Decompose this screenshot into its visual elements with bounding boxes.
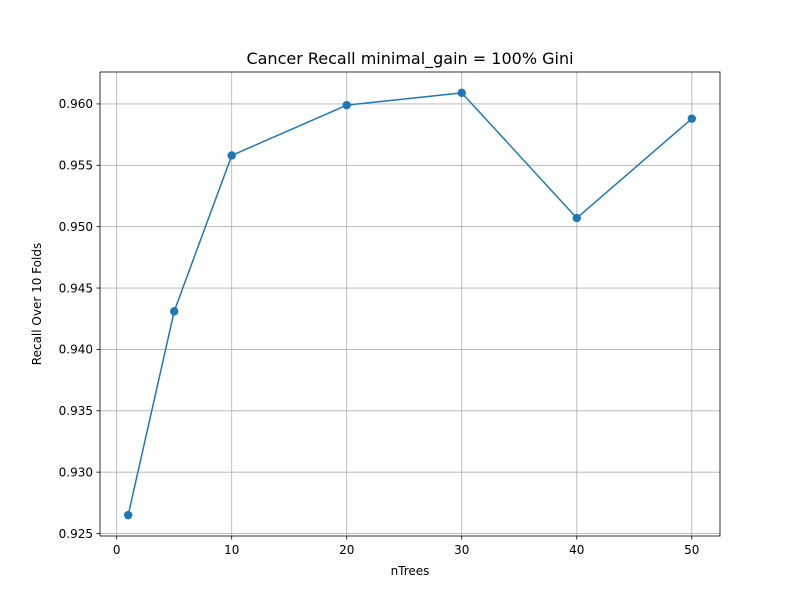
y-tick-label: 0.930	[59, 465, 93, 479]
x-axis-label: nTrees	[391, 564, 430, 578]
x-tick-label: 50	[684, 543, 699, 557]
y-tick-label: 0.935	[59, 404, 93, 418]
data-point	[227, 151, 236, 160]
x-tick-label: 30	[454, 543, 469, 557]
y-tick-label: 0.950	[59, 220, 93, 234]
y-tick-label: 0.960	[59, 97, 93, 111]
y-tick-label: 0.955	[59, 159, 93, 173]
data-point	[342, 100, 351, 110]
axis-ticks: 0 10 20 30 40 50 0.925 0.930 0.935 0.940 0.945 0.95…	[59, 97, 700, 557]
y-tick-label: 0.925	[59, 527, 93, 541]
y-tick-label: 0.945	[59, 281, 93, 295]
data-point	[169, 307, 179, 316]
x-tick-label: 20	[339, 543, 354, 557]
data-point	[457, 88, 466, 98]
data-point	[123, 510, 133, 520]
data-point	[687, 114, 697, 123]
data-point	[572, 213, 581, 223]
plot-area-background	[100, 72, 720, 536]
x-tick-label: 10	[224, 543, 239, 557]
data-series	[123, 88, 697, 520]
axes-frame	[99, 71, 721, 537]
y-tick-label: 0.940	[59, 343, 93, 357]
y-axis-label: Recall Over 10 Folds	[30, 243, 44, 365]
chart-title: Cancer Recall minimal_gain = 100% Gini	[246, 49, 573, 69]
x-tick-label: 0	[113, 543, 121, 557]
grid-lines	[100, 72, 720, 536]
x-tick-label: 40	[569, 543, 584, 557]
